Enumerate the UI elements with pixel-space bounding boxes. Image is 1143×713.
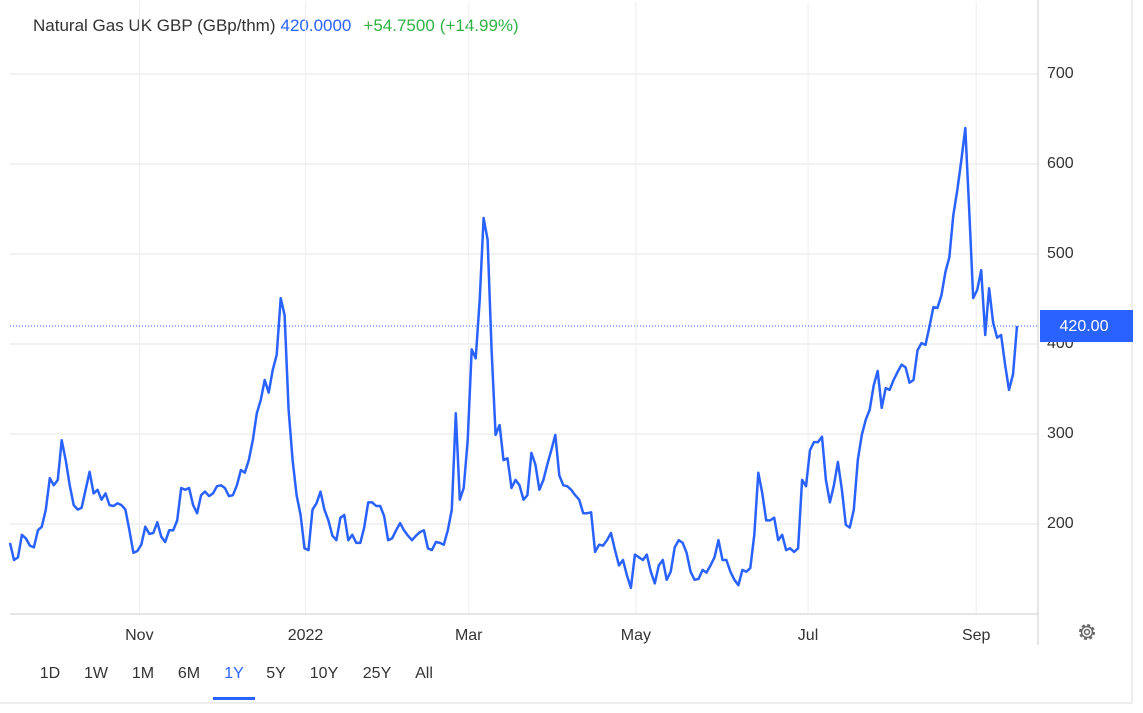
range-button[interactable]: 1D: [40, 665, 60, 682]
instrument-name: Natural Gas UK GBP (GBp/thm): [33, 16, 275, 35]
x-tick-label: Sep: [962, 627, 991, 644]
range-button[interactable]: 1W: [84, 665, 109, 682]
x-tick-label: 2022: [288, 627, 324, 644]
range-underline: [213, 697, 255, 700]
grid: [10, 2, 1038, 614]
price-line: [8, 126, 1019, 590]
x-tick-label: Nov: [125, 627, 153, 644]
y-tick-label: 600: [1047, 155, 1074, 172]
range-button[interactable]: 6M: [178, 665, 200, 682]
price: 420.0000: [280, 16, 351, 35]
x-tick-label: Jul: [798, 627, 818, 644]
header: Natural Gas UK GBP (GBp/thm) 420.0000 +54.…: [33, 16, 519, 35]
range-button[interactable]: 5Y: [266, 665, 286, 682]
range-button[interactable]: 10Y: [310, 665, 339, 682]
last-price-tag: [1040, 310, 1133, 342]
change-percent: (+14.99%): [440, 16, 519, 35]
settings-icon[interactable]: [1079, 624, 1095, 640]
change: +54.7500: [363, 16, 434, 35]
range-button[interactable]: All: [415, 665, 433, 682]
x-tick-label: Mar: [455, 627, 483, 644]
y-tick-label: 300: [1047, 425, 1074, 442]
range-button[interactable]: 1M: [132, 665, 154, 682]
last-price-label: 420.00: [1060, 318, 1109, 335]
y-tick-label: 500: [1047, 245, 1074, 262]
y-tick-label: 700: [1047, 65, 1074, 82]
range-button[interactable]: 1Y: [224, 665, 244, 682]
x-tick-label: May: [621, 627, 651, 644]
y-tick-label: 200: [1047, 515, 1074, 532]
range-button[interactable]: 25Y: [363, 665, 392, 682]
